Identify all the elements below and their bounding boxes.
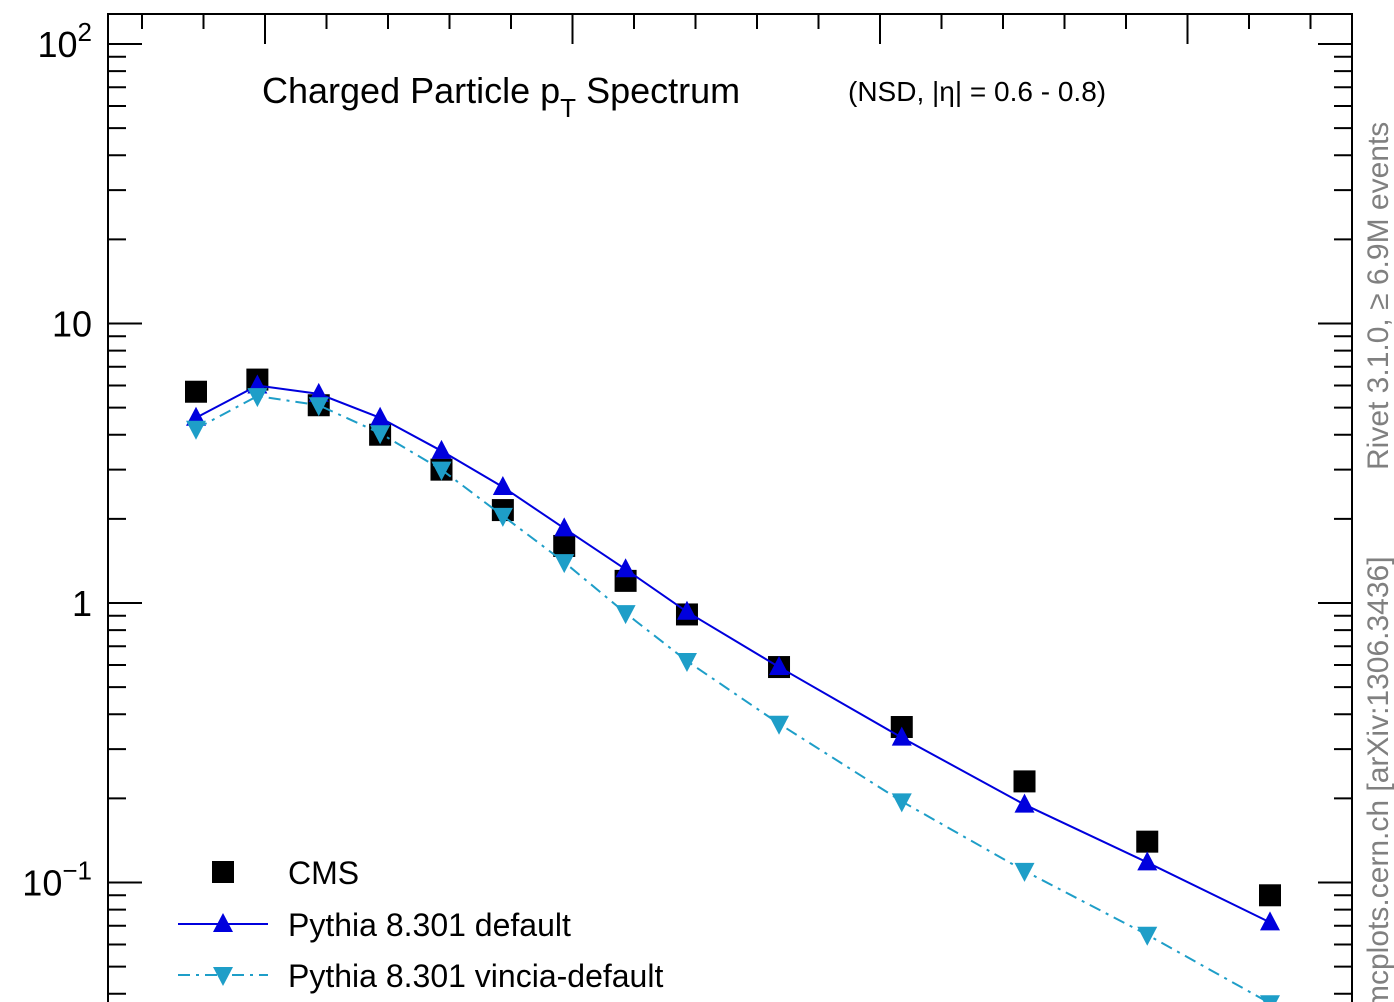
data-point <box>185 380 207 403</box>
y-tick-label: 10 <box>52 304 92 345</box>
data-point <box>492 476 513 496</box>
data-point <box>676 653 697 673</box>
data-point <box>891 726 912 746</box>
data-point <box>431 439 452 459</box>
data-point <box>370 406 391 426</box>
data-point <box>1137 851 1158 871</box>
data-point <box>891 793 912 813</box>
data-point <box>769 656 790 676</box>
legend-label: Pythia 8.301 vincia-default <box>288 958 663 994</box>
data-point <box>1137 926 1158 946</box>
legend-entry: CMS <box>212 855 359 891</box>
chart-title: Charged Particle pT Spectrum <box>262 70 740 123</box>
data-point <box>554 554 575 574</box>
series-line <box>195 384 1271 924</box>
data-point <box>676 600 697 620</box>
legend-marker <box>212 861 234 883</box>
plot-frame <box>107 13 1353 1002</box>
data-point <box>370 425 391 445</box>
y-tick-label-base: 10 <box>52 304 92 345</box>
legend-entry: Pythia 8.301 vincia-default <box>178 958 663 994</box>
side-label-mcplots: mcplots.cern.ch [arXiv:1306.3436] <box>1362 556 1394 1002</box>
data-point <box>186 420 206 440</box>
data-point <box>615 605 636 625</box>
y-tick-label: 102 <box>37 17 92 65</box>
y-tick-label-base: 10 <box>22 863 62 904</box>
data-point <box>431 461 452 481</box>
y-tick-label: 10−1 <box>22 856 92 904</box>
legend-label: Pythia 8.301 default <box>288 907 571 943</box>
legend-marker <box>213 913 233 932</box>
series-layer <box>185 368 1281 1002</box>
y-tick-label-base: 1 <box>72 583 92 624</box>
legend-entry: Pythia 8.301 default <box>178 907 571 943</box>
axis-ticks <box>108 14 1352 995</box>
y-tick-label: 1 <box>72 583 92 624</box>
chart-subtitle: (NSD, |η| = 0.6 - 0.8) <box>848 76 1106 107</box>
data-point <box>554 517 575 537</box>
y-tick-label-exponent: 2 <box>78 17 92 47</box>
data-point <box>492 507 513 527</box>
series-3 <box>186 388 1280 1002</box>
series-1 <box>185 368 1281 907</box>
data-point <box>1014 862 1035 882</box>
data-point <box>553 534 576 557</box>
data-point <box>308 397 329 417</box>
chart-title-subscript: T <box>560 93 576 123</box>
legend: CMS Pythia 8.301 default Pythia 8.301 vinc… <box>178 855 663 994</box>
side-label-rivet: Rivet 3.1.0, ≥ 6.9M events <box>1362 122 1394 470</box>
data-point <box>1260 995 1280 1002</box>
data-point <box>247 388 268 408</box>
data-point <box>1259 884 1281 907</box>
legend-marker <box>213 967 233 986</box>
y-tick-label-exponent: −1 <box>62 856 92 886</box>
legend-label: CMS <box>288 855 359 891</box>
y-tick-label-base: 10 <box>37 24 77 65</box>
data-point <box>1014 793 1035 813</box>
data-point <box>615 558 636 578</box>
data-point <box>308 382 329 402</box>
data-point <box>1013 770 1036 793</box>
data-point <box>1260 911 1280 931</box>
series-2 <box>186 374 1280 931</box>
data-point <box>1136 830 1159 853</box>
chart-title-suffix: Spectrum <box>576 70 740 111</box>
series-line <box>195 395 1270 1002</box>
data-point <box>769 715 790 735</box>
